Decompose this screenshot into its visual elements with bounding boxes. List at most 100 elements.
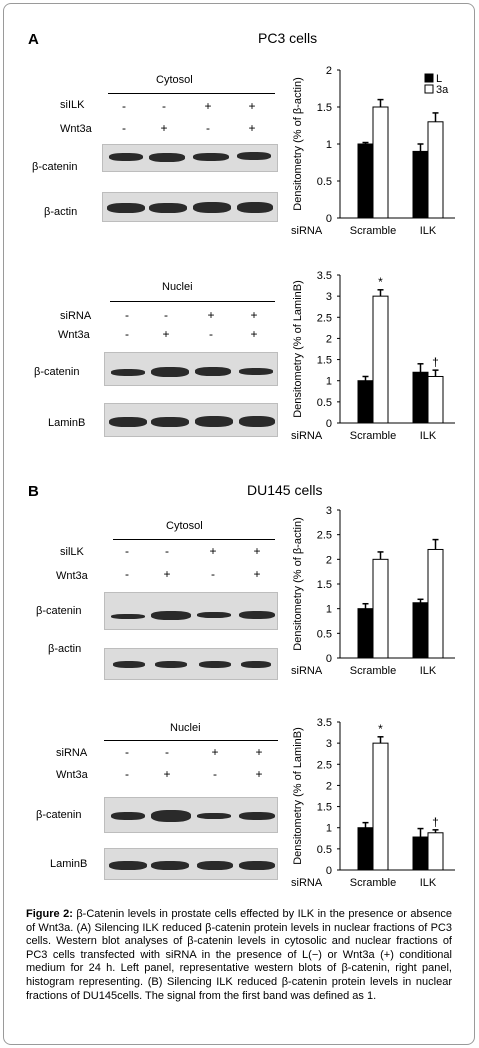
significance-marker: † [432, 815, 439, 829]
blot-a2-cond-1-2: - [164, 308, 168, 322]
bar [412, 836, 429, 871]
blot-a1-band-label-1: β-catenin [32, 161, 78, 173]
blot-b2-cond-2-1: - [125, 767, 129, 781]
significance-marker: * [378, 275, 383, 289]
bar [372, 742, 389, 871]
blot-band [237, 152, 271, 160]
y-tick-label: 1 [326, 823, 332, 835]
figure-frame [3, 3, 475, 1045]
blot-image [102, 144, 278, 172]
blot-a1-cond-label-1: siILK [60, 99, 85, 111]
bar [427, 832, 444, 871]
blot-b1-header: Cytosol [166, 520, 203, 532]
blot-b2-cond-2-4: + [255, 767, 263, 781]
blot-a2-cond-label-1: siRNA [60, 310, 92, 322]
caption-text: β-Catenin levels in prostate cells effec… [26, 908, 452, 1002]
blot-band [111, 614, 145, 619]
blot-a1-cond-2-2: + [160, 121, 168, 135]
bar [372, 558, 389, 659]
blot-a2-cond-2-4: + [250, 327, 258, 341]
y-tick-label: 0.5 [317, 628, 332, 640]
blot-a2-header-rule [110, 301, 275, 302]
bar [412, 371, 429, 424]
blot-band [237, 202, 273, 213]
chart-pc3-nuclei: Densitometry (% of LaminB) 0 0.5 1 1.5 2 2.5 3 3… [291, 270, 455, 442]
significance-marker: * [378, 722, 383, 736]
blot-band [239, 812, 275, 820]
blot-a1-cond-2-3: - [206, 121, 210, 135]
panel-b-title: DU145 cells [247, 482, 323, 498]
y-axis-label: Densitometry (% of β-actin) [292, 517, 304, 650]
blot-a1-cond-1-4: + [248, 99, 256, 113]
x-tick-label: Scramble [350, 430, 396, 442]
bar [357, 608, 374, 659]
chart-pc3-cytosol: Densitometry (% of β-actin) 0 0.5 1 1.5 2 siRN… [291, 65, 455, 237]
blot-band [151, 810, 191, 822]
blot-b2-band-label-1: β-catenin [36, 809, 82, 821]
y-tick-label: 1 [326, 376, 332, 388]
y-tick-label: 3.5 [317, 270, 332, 282]
blot-band [107, 203, 145, 213]
blot-a2-cond-1-3: + [207, 308, 215, 322]
blot-a2-cond-1-1: - [125, 308, 129, 322]
caption-label: Figure 2: [26, 908, 73, 920]
legend-label: 3a [436, 84, 449, 96]
y-tick-label: 0 [326, 418, 332, 430]
bar [427, 121, 444, 219]
blot-b2-cond-2-3: - [213, 767, 217, 781]
blot-b1-cond-2-3: - [211, 567, 215, 581]
blot-band [239, 416, 275, 427]
blot-band [109, 417, 147, 427]
x-axis-label: siRNA [291, 877, 323, 889]
blot-b1-band-label-1: β-catenin [36, 605, 82, 617]
blot-b1-cond-1-1: - [125, 544, 129, 558]
blot-band [239, 611, 275, 619]
blot-a1-header-rule [108, 93, 275, 94]
y-tick-label: 0 [326, 865, 332, 877]
blot-image [104, 403, 278, 437]
blot-band [195, 367, 231, 376]
blot-b2-cond-1-3: + [211, 745, 219, 759]
blot-image [104, 352, 278, 386]
blot-b2-cond-label-2: Wnt3a [56, 769, 88, 781]
blot-b1-cond-1-4: + [253, 544, 261, 558]
blot-image [104, 648, 278, 680]
x-tick-label: ILK [420, 430, 437, 442]
blot-a1-header: Cytosol [156, 74, 193, 86]
y-tick-label: 0.5 [317, 176, 332, 188]
bar [357, 827, 374, 871]
x-axis-label: siRNA [291, 430, 323, 442]
bar [412, 602, 429, 659]
blot-band [149, 203, 187, 213]
blot-b2-header: Nuclei [170, 722, 201, 734]
x-tick-label: Scramble [350, 225, 396, 237]
blot-band [111, 369, 145, 376]
blot-a1-cond-1-3: + [204, 99, 212, 113]
y-tick-label: 0 [326, 653, 332, 665]
blot-band [151, 417, 189, 427]
blot-band [195, 416, 233, 427]
legend-swatch [424, 84, 434, 94]
y-tick-label: 2.5 [317, 759, 332, 771]
blot-band [199, 661, 231, 668]
y-tick-label: 0 [326, 213, 332, 225]
blot-b1-cond-label-2: Wnt3a [56, 570, 88, 582]
significance-marker: † [432, 355, 439, 369]
y-axis-label: Densitometry (% of LaminB) [292, 280, 304, 418]
blot-image [104, 848, 278, 880]
blot-band [151, 367, 189, 377]
blot-a2-band-label-2: LaminB [48, 417, 86, 429]
y-tick-label: 3 [326, 291, 332, 303]
legend-label: L [436, 73, 442, 85]
x-axis-label: siRNA [291, 225, 323, 237]
blot-a2-cond-2-3: - [209, 327, 213, 341]
blot-b2-cond-2-2: + [163, 767, 171, 781]
x-tick-label: ILK [420, 877, 437, 889]
blot-band [151, 611, 191, 620]
panel-a-label: A [28, 31, 39, 48]
bar [372, 106, 389, 219]
panel-b-label: B [28, 483, 39, 500]
blot-a1-band-label-2: β-actin [44, 206, 78, 218]
blot-b2-band-label-2: LaminB [50, 858, 88, 870]
